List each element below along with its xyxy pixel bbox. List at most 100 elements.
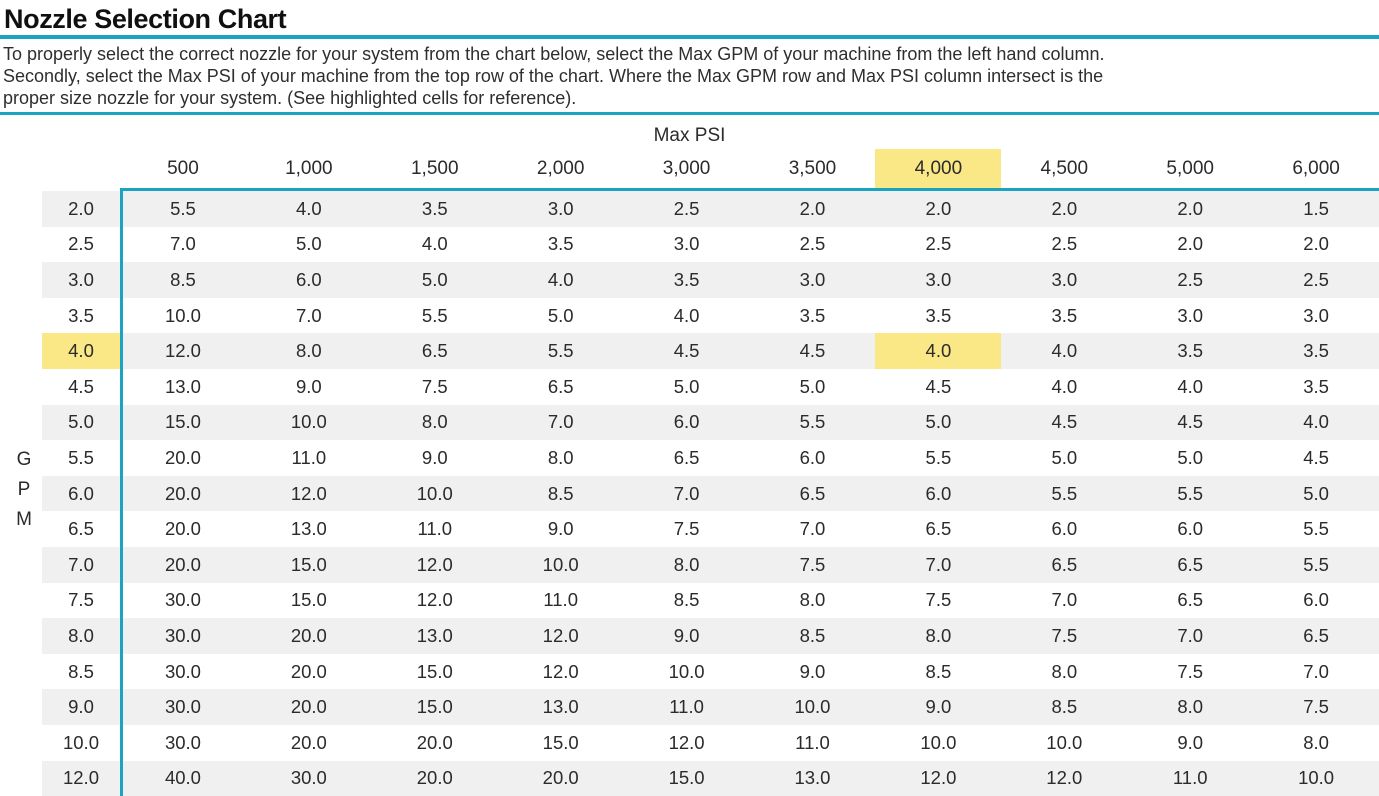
nozzle-cell: 6.0 bbox=[1127, 511, 1253, 547]
nozzle-cell: 9.0 bbox=[875, 689, 1001, 725]
nozzle-cell: 3.5 bbox=[1001, 298, 1127, 334]
nozzle-cell: 10.0 bbox=[120, 298, 246, 334]
nozzle-cell: 13.0 bbox=[120, 369, 246, 405]
nozzle-cell: 7.5 bbox=[1001, 618, 1127, 654]
nozzle-cell: 2.5 bbox=[875, 227, 1001, 263]
nozzle-cell: 10.0 bbox=[246, 405, 372, 441]
nozzle-cell: 12.0 bbox=[372, 547, 498, 583]
nozzle-cell: 9.0 bbox=[1127, 725, 1253, 761]
nozzle-cell: 11.0 bbox=[498, 583, 624, 619]
nozzle-cell: 15.0 bbox=[246, 547, 372, 583]
nozzle-cell: 15.0 bbox=[372, 689, 498, 725]
nozzle-cell: 6.5 bbox=[498, 369, 624, 405]
page-title: Nozzle Selection Chart bbox=[0, 0, 1379, 35]
nozzle-cell: 8.0 bbox=[498, 440, 624, 476]
nozzle-cell: 13.0 bbox=[372, 618, 498, 654]
nozzle-cell: 2.5 bbox=[750, 227, 876, 263]
psi-column-header: 1,500 bbox=[372, 149, 498, 188]
nozzle-cell: 20.0 bbox=[120, 511, 246, 547]
gpm-row-header: 5.5 bbox=[42, 440, 120, 476]
nozzle-cell: 7.5 bbox=[624, 511, 750, 547]
nozzle-cell: 12.0 bbox=[875, 761, 1001, 796]
nozzle-cell: 30.0 bbox=[120, 689, 246, 725]
nozzle-cell: 2.5 bbox=[1253, 262, 1379, 298]
nozzle-cell: 3.5 bbox=[1253, 333, 1379, 369]
nozzle-cell: 40.0 bbox=[120, 761, 246, 796]
nozzle-cell: 3.0 bbox=[624, 227, 750, 263]
nozzle-cell: 20.0 bbox=[120, 440, 246, 476]
nozzle-cell: 6.5 bbox=[875, 511, 1001, 547]
gpm-row-header: 2.0 bbox=[42, 191, 120, 227]
gpm-axis-letter: G bbox=[13, 449, 35, 471]
gpm-row-header: 7.5 bbox=[42, 583, 120, 619]
nozzle-cell: 10.0 bbox=[498, 547, 624, 583]
nozzle-cell: 8.0 bbox=[1253, 725, 1379, 761]
psi-column-header: 4,500 bbox=[1001, 149, 1127, 188]
nozzle-cell: 2.0 bbox=[750, 191, 876, 227]
nozzle-cell: 4.0 bbox=[875, 333, 1001, 369]
nozzle-cell: 4.5 bbox=[750, 333, 876, 369]
nozzle-cell: 4.5 bbox=[1253, 440, 1379, 476]
nozzle-cell: 3.0 bbox=[498, 191, 624, 227]
psi-column-header: 2,000 bbox=[498, 149, 624, 188]
nozzle-cell: 4.0 bbox=[372, 227, 498, 263]
nozzle-cell: 8.5 bbox=[750, 618, 876, 654]
nozzle-cell: 3.5 bbox=[1127, 333, 1253, 369]
nozzle-cell: 2.0 bbox=[1001, 191, 1127, 227]
nozzle-cell: 8.5 bbox=[498, 476, 624, 512]
nozzle-cell: 6.0 bbox=[750, 440, 876, 476]
nozzle-cell: 3.5 bbox=[624, 262, 750, 298]
gpm-row-header: 2.5 bbox=[42, 227, 120, 263]
nozzle-cell: 7.0 bbox=[875, 547, 1001, 583]
nozzle-cell: 6.5 bbox=[750, 476, 876, 512]
nozzle-cell: 1.5 bbox=[1253, 191, 1379, 227]
nozzle-cell: 4.5 bbox=[875, 369, 1001, 405]
nozzle-cell: 7.0 bbox=[1127, 618, 1253, 654]
nozzle-cell: 15.0 bbox=[624, 761, 750, 796]
nozzle-cell: 9.0 bbox=[372, 440, 498, 476]
nozzle-cell: 10.0 bbox=[372, 476, 498, 512]
nozzle-cell: 4.0 bbox=[1001, 333, 1127, 369]
nozzle-cell: 8.5 bbox=[1001, 689, 1127, 725]
nozzle-cell: 6.5 bbox=[1127, 547, 1253, 583]
gpm-row-header: 8.0 bbox=[42, 618, 120, 654]
nozzle-cell: 12.0 bbox=[120, 333, 246, 369]
nozzle-cell: 20.0 bbox=[246, 725, 372, 761]
nozzle-cell: 2.5 bbox=[1001, 227, 1127, 263]
nozzle-cell: 7.0 bbox=[498, 405, 624, 441]
nozzle-cell: 6.5 bbox=[372, 333, 498, 369]
nozzle-cell: 8.0 bbox=[624, 547, 750, 583]
nozzle-cell: 3.0 bbox=[1127, 298, 1253, 334]
nozzle-cell: 5.5 bbox=[750, 405, 876, 441]
gpm-row-header: 8.5 bbox=[42, 654, 120, 690]
nozzle-cell: 12.0 bbox=[246, 476, 372, 512]
nozzle-cell: 20.0 bbox=[246, 654, 372, 690]
nozzle-cell: 5.5 bbox=[875, 440, 1001, 476]
nozzle-cell: 3.5 bbox=[372, 191, 498, 227]
nozzle-cell: 15.0 bbox=[372, 654, 498, 690]
nozzle-cell: 5.0 bbox=[246, 227, 372, 263]
nozzle-cell: 3.0 bbox=[750, 262, 876, 298]
nozzle-cell: 5.5 bbox=[1127, 476, 1253, 512]
gpm-row-header: 9.0 bbox=[42, 689, 120, 725]
instructions-line-3: proper size nozzle for your system. (See… bbox=[3, 87, 1377, 109]
instructions: To properly select the correct nozzle fo… bbox=[0, 39, 1379, 112]
nozzle-cell: 7.5 bbox=[1127, 654, 1253, 690]
nozzle-cell: 7.5 bbox=[372, 369, 498, 405]
nozzle-cell: 13.0 bbox=[750, 761, 876, 796]
nozzle-cell: 3.0 bbox=[1001, 262, 1127, 298]
nozzle-cell: 3.5 bbox=[750, 298, 876, 334]
nozzle-cell: 5.5 bbox=[1253, 511, 1379, 547]
nozzle-cell: 4.5 bbox=[1127, 405, 1253, 441]
nozzle-cell: 7.0 bbox=[120, 227, 246, 263]
nozzle-cell: 12.0 bbox=[624, 725, 750, 761]
nozzle-cell: 2.5 bbox=[1127, 262, 1253, 298]
nozzle-cell: 6.5 bbox=[624, 440, 750, 476]
nozzle-cell: 20.0 bbox=[246, 689, 372, 725]
